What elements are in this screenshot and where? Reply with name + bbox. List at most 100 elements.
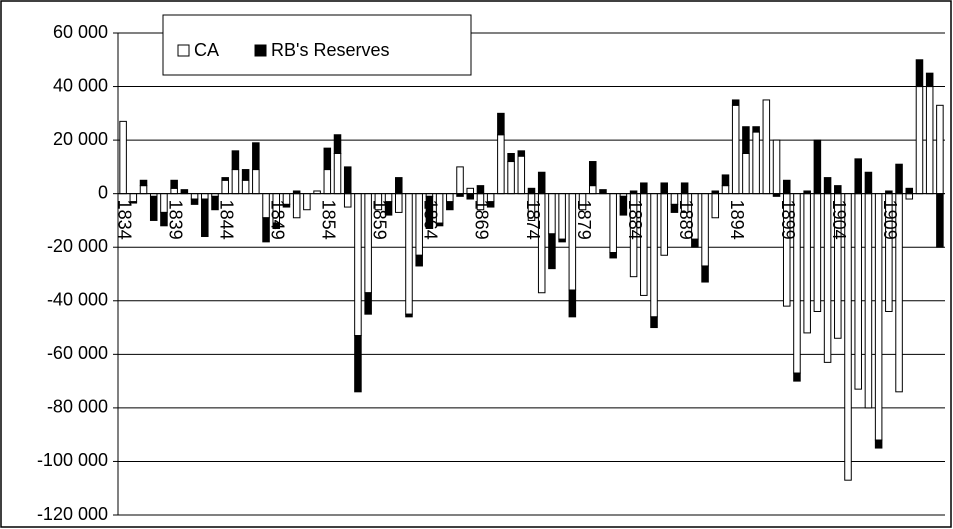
x-tick-label: 1889 xyxy=(676,200,696,240)
bar xyxy=(476,185,485,195)
bar xyxy=(670,203,679,213)
y-tick-label: -80 000 xyxy=(47,397,108,417)
bar xyxy=(517,155,526,195)
bar xyxy=(149,195,158,221)
bar xyxy=(262,217,270,243)
bar xyxy=(139,179,148,187)
bar xyxy=(864,193,873,409)
bar xyxy=(415,254,423,267)
legend-label: CA xyxy=(194,40,219,60)
bar xyxy=(507,161,515,195)
bar xyxy=(936,193,944,248)
x-tick-label: 1844 xyxy=(216,200,236,240)
bar xyxy=(456,166,464,195)
bar xyxy=(139,185,148,195)
bar xyxy=(558,193,566,240)
bar xyxy=(354,193,362,337)
bar xyxy=(905,187,914,195)
bar xyxy=(742,126,750,154)
bar xyxy=(221,179,229,195)
bar xyxy=(527,187,536,195)
x-tick-label: 1899 xyxy=(778,200,798,240)
y-tick-label: -40 000 xyxy=(47,290,108,310)
bar xyxy=(497,134,505,195)
bar xyxy=(466,187,475,195)
bar xyxy=(252,142,260,171)
bar xyxy=(333,134,342,154)
x-tick-label: 1854 xyxy=(319,200,339,240)
bar xyxy=(742,153,750,195)
bar xyxy=(660,193,668,256)
bar xyxy=(731,104,740,195)
bar xyxy=(701,265,709,283)
bar xyxy=(435,222,444,227)
bar xyxy=(333,153,342,195)
bar xyxy=(119,120,127,195)
x-tick-label: 1894 xyxy=(727,200,747,240)
bar xyxy=(721,185,730,195)
bar xyxy=(160,211,168,227)
bar xyxy=(272,222,281,229)
bar xyxy=(446,201,454,211)
bar xyxy=(660,182,668,195)
y-tick-label: 40 000 xyxy=(53,75,108,95)
bar xyxy=(190,198,199,205)
bar xyxy=(925,86,934,195)
bar xyxy=(925,72,934,88)
bar xyxy=(803,193,811,334)
x-tick-label: 1864 xyxy=(421,200,441,240)
bar xyxy=(782,179,791,195)
legend-label: RB's Reserves xyxy=(271,40,389,60)
bar xyxy=(292,193,301,219)
bar xyxy=(609,252,617,259)
bar xyxy=(241,169,250,181)
x-tick-label: 1859 xyxy=(370,200,390,240)
bar xyxy=(343,193,352,208)
bar xyxy=(548,193,556,235)
bar xyxy=(231,169,240,195)
bar xyxy=(548,233,556,270)
bar xyxy=(364,292,372,315)
bar xyxy=(354,335,362,393)
bar xyxy=(170,187,178,195)
bar xyxy=(701,193,709,267)
bar xyxy=(231,150,240,171)
bar xyxy=(486,201,495,208)
bar xyxy=(211,195,219,211)
bar xyxy=(395,193,403,213)
bar xyxy=(221,177,229,181)
y-tick-label: 20 000 xyxy=(53,129,108,149)
bar xyxy=(241,179,250,195)
bar xyxy=(834,185,842,195)
x-tick-label: 1874 xyxy=(523,200,543,240)
bar xyxy=(691,238,699,248)
bar xyxy=(864,171,873,195)
bar xyxy=(936,104,944,195)
bar xyxy=(752,131,760,195)
bar xyxy=(905,193,914,200)
bar xyxy=(599,189,607,195)
bar xyxy=(323,147,332,171)
bar xyxy=(823,177,832,195)
bar xyxy=(405,193,413,315)
legend-swatch xyxy=(177,44,190,57)
bar xyxy=(588,161,597,187)
x-tick-label: 1884 xyxy=(625,200,645,240)
bar xyxy=(650,193,658,318)
bar xyxy=(680,182,689,195)
bar xyxy=(711,193,720,219)
legend-box xyxy=(162,14,472,76)
bar xyxy=(425,195,434,229)
bar xyxy=(619,195,628,216)
bar xyxy=(721,174,730,187)
bar xyxy=(466,193,475,200)
legend: CA RB's Reserves xyxy=(162,14,472,76)
x-tick-label: 1869 xyxy=(472,200,492,240)
x-tick-label: 1834 xyxy=(114,200,134,240)
bar xyxy=(507,153,515,163)
x-tick-label: 1839 xyxy=(165,200,185,240)
x-tick-label: 1904 xyxy=(829,200,849,240)
y-tick-label: -120 000 xyxy=(37,504,108,524)
bar xyxy=(609,193,617,254)
y-tick-label: -100 000 xyxy=(37,450,108,470)
